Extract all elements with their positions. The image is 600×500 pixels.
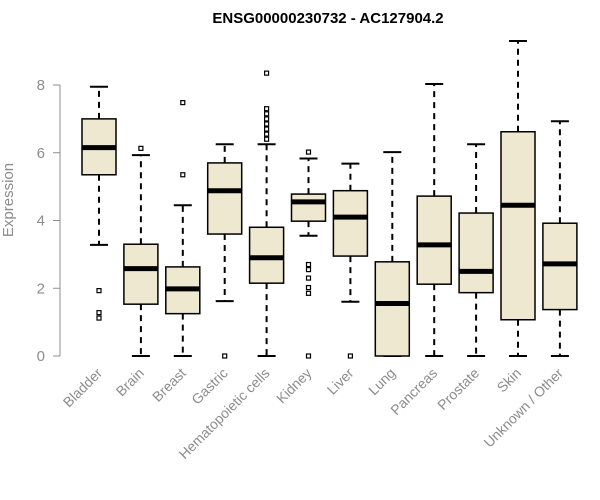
outlier-point <box>264 131 270 137</box>
y-axis: 0 2 4 6 8 <box>37 77 61 365</box>
x-tick-label: Lung <box>365 365 398 398</box>
box-kidney <box>290 149 327 359</box>
outlier-point <box>96 315 102 321</box>
x-tick-label: Breast <box>149 365 189 405</box>
outlier-point <box>264 70 270 76</box>
box-iqr <box>416 195 452 285</box>
outlier-point <box>264 106 270 112</box>
outlier-point <box>264 126 270 132</box>
outlier-point <box>305 353 312 359</box>
outlier-point <box>305 284 312 291</box>
outlier-point <box>264 136 270 142</box>
y-tick-label: 0 <box>37 348 45 365</box>
box-iqr <box>458 212 494 294</box>
outlier-point <box>305 149 312 155</box>
y-tick-label: 8 <box>37 77 45 94</box>
box-iqr <box>500 130 536 321</box>
x-tick-label: Liver <box>324 365 357 398</box>
box-brain <box>123 145 159 357</box>
box-iqr <box>123 243 159 305</box>
outlier-point <box>180 100 186 106</box>
outlier-point <box>305 267 312 273</box>
box-pancreas <box>416 82 452 357</box>
x-tick-label: Bladder <box>60 365 106 411</box>
x-tick-label: Unknown / Other <box>480 365 566 451</box>
outlier-point <box>305 290 312 296</box>
outlier-point <box>222 353 228 359</box>
outlier-point <box>96 310 102 316</box>
x-tick-label: Kidney <box>273 365 315 407</box>
y-tick-label: 4 <box>37 213 45 230</box>
box-iqr <box>332 189 369 257</box>
box-iqr <box>290 193 327 222</box>
box-iqr <box>248 226 285 284</box>
x-tick-label: Skin <box>494 365 525 396</box>
box-iqr <box>206 162 243 235</box>
outlier-point <box>305 261 312 268</box>
box-liver <box>332 162 369 359</box>
chart-title: ENSG00000230732 - AC127904.2 <box>212 10 443 27</box>
y-tick-label: 2 <box>37 280 45 297</box>
box-unknown-other <box>542 120 578 357</box>
boxes-group <box>81 39 578 359</box>
outlier-point <box>264 116 270 122</box>
box-skin <box>500 39 536 357</box>
box-breast <box>165 100 201 357</box>
outlier-point <box>138 145 144 151</box>
outlier-point <box>264 121 270 127</box>
outlier-point <box>305 275 312 281</box>
box-lung <box>374 151 411 357</box>
x-tick-label: Prostate <box>434 365 482 413</box>
box-iqr <box>374 261 411 357</box>
box-iqr <box>542 222 578 311</box>
y-axis-label: Expression <box>0 163 17 237</box>
outlier-point <box>347 353 353 359</box>
box-prostate <box>458 143 494 357</box>
box-bladder <box>81 85 117 321</box>
box-gastric <box>206 143 243 359</box>
y-tick-label: 6 <box>37 145 45 162</box>
outlier-point <box>96 288 102 294</box>
box-hematopoietic-cells <box>248 70 285 357</box>
outlier-point <box>180 172 186 178</box>
x-tick-label: Pancreas <box>387 365 440 418</box>
outlier-point <box>264 111 270 117</box>
x-tick-label: Brain <box>113 365 147 399</box>
